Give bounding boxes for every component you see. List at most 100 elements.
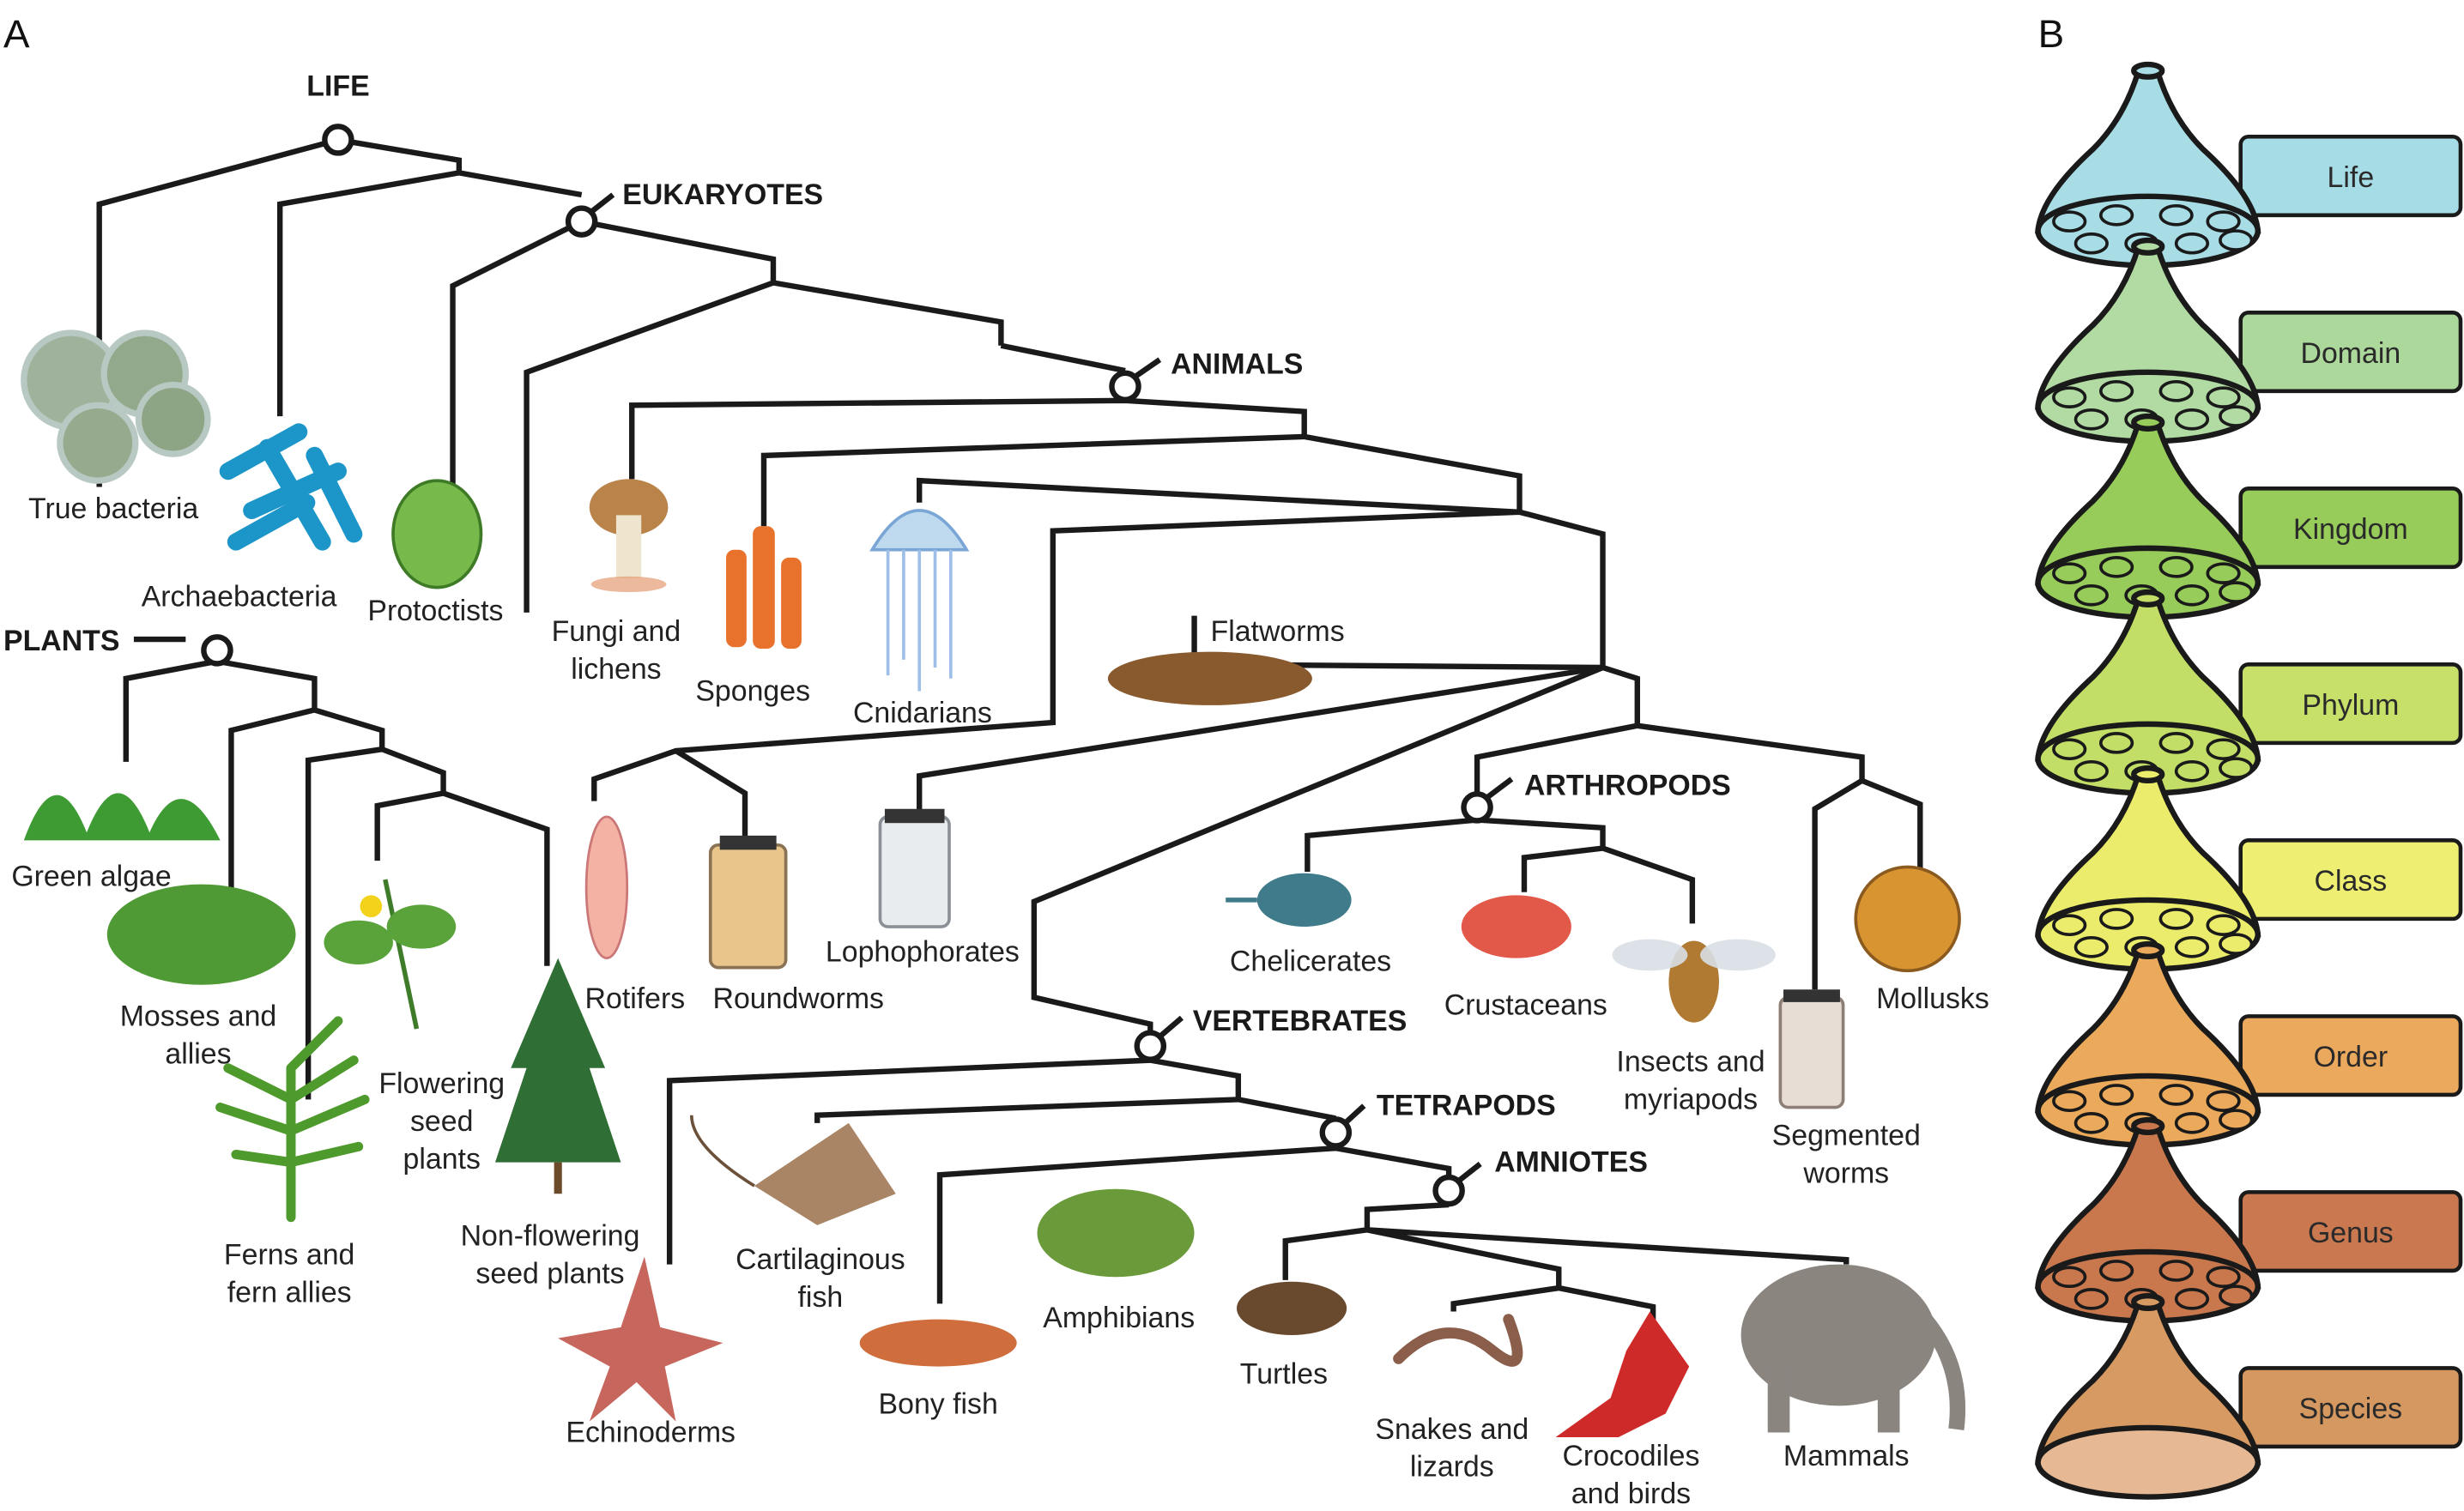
rank-bell-hole bbox=[2206, 738, 2241, 760]
rank-bell-hole bbox=[2158, 1260, 2194, 1282]
taxon-labels: True bacteria Archaebacteria Protoctists… bbox=[11, 493, 1989, 1510]
rank-bell-hole bbox=[2052, 1090, 2087, 1113]
rank-label: Order bbox=[2314, 1041, 2388, 1073]
taxon-label-rotifers: Rotifers bbox=[585, 982, 686, 1015]
rank-bell-hole bbox=[2206, 210, 2241, 233]
taxon-label-crustaceans: Crustaceans bbox=[1444, 989, 1607, 1022]
node-label-animals: ANIMALS bbox=[1171, 348, 1303, 381]
true-bacteria-illustration bbox=[21, 329, 211, 484]
ray-illustration bbox=[754, 1122, 896, 1225]
rank-bell-hole bbox=[2206, 386, 2241, 408]
tree-nodes bbox=[201, 124, 1514, 1207]
green-algae-illustration bbox=[23, 793, 221, 841]
tree-edges bbox=[96, 136, 1923, 1327]
node-label-eukaryotes: EUKARYOTES bbox=[622, 178, 823, 211]
flowering-plant-illustration bbox=[324, 879, 457, 1030]
elephant-illustration bbox=[1741, 1264, 1966, 1433]
taxon-label-ferns: Ferns and fern allies bbox=[224, 1239, 354, 1309]
rank-level: Genus bbox=[2035, 1116, 2463, 1324]
rank-bell-hole bbox=[2174, 232, 2210, 255]
taxon-label-crocodiles: Crocodiles and birds bbox=[1562, 1440, 1699, 1510]
lophophorate-jar-illustration bbox=[878, 808, 951, 928]
rank-bell-hole bbox=[2219, 933, 2254, 955]
archaebacteria-illustration bbox=[219, 423, 363, 551]
taxon-label-insects: Insects and myriapods bbox=[1616, 1045, 1765, 1115]
organism-illustrations bbox=[21, 329, 1966, 1437]
rank-bell-hole bbox=[2098, 203, 2134, 227]
cardinal-illustration bbox=[1555, 1311, 1690, 1437]
taxon-label-segmented-worms: Segmented worms bbox=[1772, 1119, 1921, 1189]
taxon-label-lophophorates: Lophophorates bbox=[826, 935, 1020, 968]
roundworm-jar-illustration bbox=[708, 835, 788, 970]
bee-illustration bbox=[1612, 939, 1776, 1023]
crab-illustration bbox=[1461, 895, 1571, 958]
rank-level: Life bbox=[2035, 61, 2463, 269]
rank-bell-hole bbox=[2219, 581, 2254, 603]
node-label-plants: PLANTS bbox=[3, 625, 119, 657]
rank-bell-hole bbox=[2206, 1266, 2241, 1289]
taxon-label-mammals: Mammals bbox=[1783, 1440, 1910, 1472]
rank-level: Kingdom bbox=[2035, 413, 2463, 620]
rank-bell-hole bbox=[2219, 1109, 2254, 1132]
rank-bell-hole bbox=[2052, 386, 2087, 408]
taxon-label-echinoderms: Echinoderms bbox=[566, 1416, 736, 1448]
rank-bell-knob bbox=[2131, 589, 2165, 607]
rank-label: Species bbox=[2299, 1393, 2402, 1425]
node-label-tetrapods: TETRAPODS bbox=[1377, 1090, 1556, 1122]
node-label-life: LIFE bbox=[306, 70, 369, 103]
taxon-label-nonflowering: Non-flowering seed plants bbox=[461, 1220, 640, 1290]
taxon-label-flatworms: Flatworms bbox=[1211, 615, 1345, 648]
rank-bell-hole bbox=[2052, 738, 2087, 760]
rank-label-box bbox=[2238, 1014, 2463, 1097]
rank-bell-hole bbox=[2074, 583, 2109, 607]
mushroom-illustration bbox=[589, 479, 669, 593]
rank-bell-knob bbox=[2131, 237, 2165, 256]
rank-bell-hole bbox=[2206, 914, 2241, 937]
taxon-label-bony-fish: Bony fish bbox=[879, 1388, 998, 1421]
horseshoe-crab-illustration bbox=[1256, 873, 1352, 928]
rank-bell-hole bbox=[2098, 1084, 2134, 1106]
rank-bell-knob bbox=[2131, 1116, 2165, 1136]
rank-bell-hole bbox=[2206, 562, 2241, 584]
rank-label-box bbox=[2238, 838, 2463, 922]
rank-bell-hole bbox=[2219, 229, 2254, 251]
rank-bell-hole bbox=[2158, 908, 2194, 930]
rotifer-illustration bbox=[584, 815, 629, 960]
rank-bell-hole bbox=[2158, 556, 2194, 578]
rank-bell-hole bbox=[2206, 1090, 2241, 1113]
rank-label: Genus bbox=[2308, 1217, 2394, 1249]
rank-bell-knob bbox=[2131, 1293, 2165, 1312]
taxon-label-roundworms: Roundworms bbox=[713, 982, 884, 1015]
snail-illustration bbox=[1854, 865, 1961, 973]
taxon-label-true-bacteria: True bacteria bbox=[28, 493, 198, 525]
rank-level: Species bbox=[2035, 1293, 2463, 1500]
rank-label-box bbox=[2238, 1190, 2463, 1273]
rank-label-box bbox=[2238, 662, 2463, 746]
rank-bell-hole bbox=[2052, 1266, 2087, 1289]
rank-bell-hole bbox=[2219, 405, 2254, 427]
rank-bell-hole bbox=[2074, 1288, 2109, 1310]
protoctist-illustration bbox=[391, 479, 483, 589]
rank-bell-hole bbox=[2158, 203, 2194, 227]
fern-illustration bbox=[215, 1016, 370, 1223]
rank-bell-hole bbox=[2174, 759, 2210, 783]
taxonomic-rank-stack: Life Domain Kingdom Phylum Class Order Genus Sp… bbox=[2035, 61, 2463, 1500]
taxon-label-cartilaginous-fish: Cartilaginous fish bbox=[736, 1243, 905, 1314]
rank-bell-hole bbox=[2158, 732, 2194, 754]
rank-label: Class bbox=[2315, 865, 2388, 898]
node-label-vertebrates: VERTEBRATES bbox=[1193, 1005, 1408, 1037]
rank-bell-hole bbox=[2074, 1112, 2109, 1134]
frog-illustration bbox=[1037, 1188, 1195, 1278]
rank-bell-hole bbox=[2219, 757, 2254, 779]
rank-bell-knob bbox=[2131, 940, 2165, 960]
node-label-amniotes: AMNIOTES bbox=[1494, 1146, 1648, 1179]
panel-label-a: A bbox=[3, 12, 30, 56]
rank-bell-hole bbox=[2074, 408, 2109, 431]
taxon-label-flowering: Flowering seed plants bbox=[378, 1067, 505, 1176]
node-labels: LIFE EUKARYOTES ANIMALS PLANTS ARTHROPOD… bbox=[3, 70, 1731, 1179]
rank-label: Phylum bbox=[2302, 689, 2399, 722]
rank-bell-hole bbox=[2052, 562, 2087, 584]
rank-label: Kingdom bbox=[2293, 513, 2408, 546]
rank-bell-hole bbox=[2074, 232, 2109, 255]
